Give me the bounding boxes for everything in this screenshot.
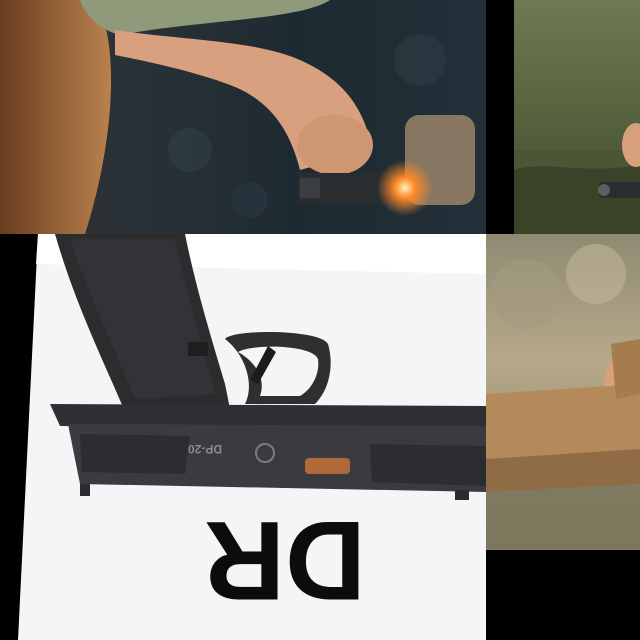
logo-emblem: [255, 443, 275, 463]
shooter-hair: [0, 0, 112, 234]
slide-serrations-front: [370, 444, 486, 486]
slide-release: [188, 342, 208, 356]
outdoor-shooter-scene: [514, 123, 640, 234]
trigger: [250, 346, 276, 384]
product-shot-scene: DP-20 DR: [18, 234, 486, 640]
tan-pistol-slide: [486, 384, 640, 459]
large-brand-text: DR: [204, 498, 366, 623]
panel-product-shot: DP-20 DR: [0, 234, 486, 640]
muzzle-flash: [377, 160, 433, 216]
shooter-firing-scene: [0, 0, 475, 234]
rear-sight: [80, 484, 90, 496]
pistol-frame: [50, 404, 486, 429]
black-filler: [486, 550, 640, 640]
slide-serrations-rear: [80, 434, 190, 474]
shooter-hand: [622, 123, 640, 167]
pistol-slide: [298, 173, 393, 203]
panel-tan-pistol: [486, 234, 640, 550]
tan-pistol-grip: [611, 339, 640, 399]
pistol: [599, 182, 640, 198]
barrel-port: [305, 458, 350, 474]
slide-engraving: DP-20: [188, 442, 222, 456]
panel-shooter-firing: [0, 0, 486, 234]
front-sight: [455, 490, 469, 500]
shooter-shirt: [80, 0, 330, 35]
tan-pistol-scene: [486, 244, 640, 550]
panel-shooter-outdoors: [514, 0, 640, 234]
shooter-hand: [297, 115, 373, 175]
